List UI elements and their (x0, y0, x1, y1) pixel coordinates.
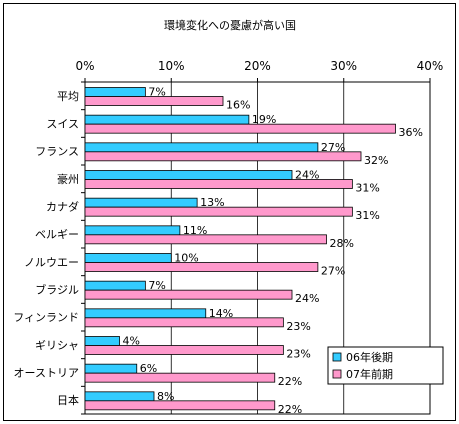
legend: 06年後期 07年前期 (327, 346, 444, 385)
bar-series-2 (84, 123, 396, 134)
data-label-series-1: 4% (123, 335, 140, 348)
bar-series-2 (84, 96, 224, 106)
bar-series-2 (84, 206, 353, 217)
data-label-series-1: 19% (252, 113, 276, 126)
x-tick-label: 20% (244, 59, 271, 73)
bar-series-2 (84, 151, 362, 162)
legend-label-series-2: 07年前期 (346, 367, 393, 381)
category-labels: 平均スイスフランス豪州カナダベルギーノルウエーブラジルフィンランドギリシャオース… (13, 90, 79, 407)
bar-series-1 (84, 197, 198, 208)
bar-series-2 (84, 345, 284, 355)
data-label-series-2: 16% (226, 99, 250, 112)
x-tick-labels: 0% 10% 20% 30% 40% (75, 59, 443, 73)
data-label-series-2: 22% (278, 403, 302, 416)
bar-series-2 (84, 400, 276, 411)
bar-series-2 (84, 289, 293, 300)
data-label-series-1: 24% (295, 169, 319, 182)
data-label-series-1: 7% (148, 86, 165, 99)
bar-series-2 (84, 234, 327, 245)
category-label: 日本 (57, 393, 79, 407)
category-label: フランス (35, 145, 79, 158)
category-label: ベルギー (35, 228, 79, 241)
chart-title: 環境変化への憂慮が高い国 (164, 18, 296, 32)
legend-box (327, 346, 444, 385)
data-label-series-1: 11% (183, 224, 207, 237)
bar-series-1 (84, 225, 181, 236)
bar-series-1 (84, 253, 172, 263)
category-label: ギリシャ (35, 339, 79, 352)
data-labels: 7% 16%19% 36% 27% 32% 24% 31% 13% 31% 11% 28% 10% 27… (123, 86, 423, 416)
data-label-series-2: 23% (286, 348, 310, 361)
data-label-series-2: 31% (355, 182, 379, 195)
data-label-series-2: 32% (364, 154, 388, 167)
category-label: フィンランド (13, 311, 79, 324)
bar-series-1 (84, 280, 146, 291)
data-label-series-2: 36% (399, 126, 423, 139)
data-label-series-1: 27% (321, 141, 345, 154)
category-label: ノルウエー (24, 256, 79, 269)
bar-series-1 (84, 170, 293, 180)
x-tick-label: 0% (75, 59, 94, 73)
category-label: オーストリア (14, 367, 79, 380)
bar-series-1 (84, 308, 207, 319)
data-label-series-1: 7% (148, 279, 165, 292)
bar-series-1 (84, 336, 120, 346)
data-label-series-2: 27% (321, 265, 345, 278)
legend-label-series-1: 06年後期 (346, 350, 393, 364)
x-tick-label: 10% (158, 59, 185, 73)
category-label: 豪州 (57, 172, 79, 186)
data-label-series-1: 13% (200, 196, 224, 209)
bar-series-1 (84, 87, 146, 97)
bars (84, 87, 396, 411)
x-tick-label: 30% (330, 59, 357, 73)
category-label: カナダ (46, 200, 79, 214)
legend-swatch-series-1 (332, 352, 342, 362)
data-label-series-1: 14% (209, 307, 233, 320)
category-label: ブラジル (35, 283, 79, 297)
data-label-series-2: 22% (278, 375, 302, 388)
bar-series-1 (84, 142, 319, 153)
legend-swatch-series-2 (332, 369, 342, 379)
data-label-series-1: 8% (157, 390, 174, 403)
bar-series-2 (84, 317, 284, 328)
data-label-series-2: 31% (355, 209, 379, 222)
bar-series-1 (84, 363, 138, 374)
category-label: スイス (46, 118, 79, 131)
data-label-series-2: 24% (295, 292, 319, 305)
x-tick-label: 40% (417, 59, 444, 73)
bar-series-1 (84, 114, 250, 125)
bar-series-2 (84, 179, 353, 189)
data-label-series-2: 23% (286, 320, 310, 333)
data-label-series-1: 10% (174, 252, 198, 265)
category-label: 平均 (57, 90, 79, 103)
data-label-series-2: 28% (330, 237, 354, 250)
bar-series-1 (84, 391, 155, 402)
bar-series-2 (84, 372, 276, 383)
data-label-series-1: 6% (140, 362, 157, 375)
bar-series-2 (84, 262, 319, 272)
